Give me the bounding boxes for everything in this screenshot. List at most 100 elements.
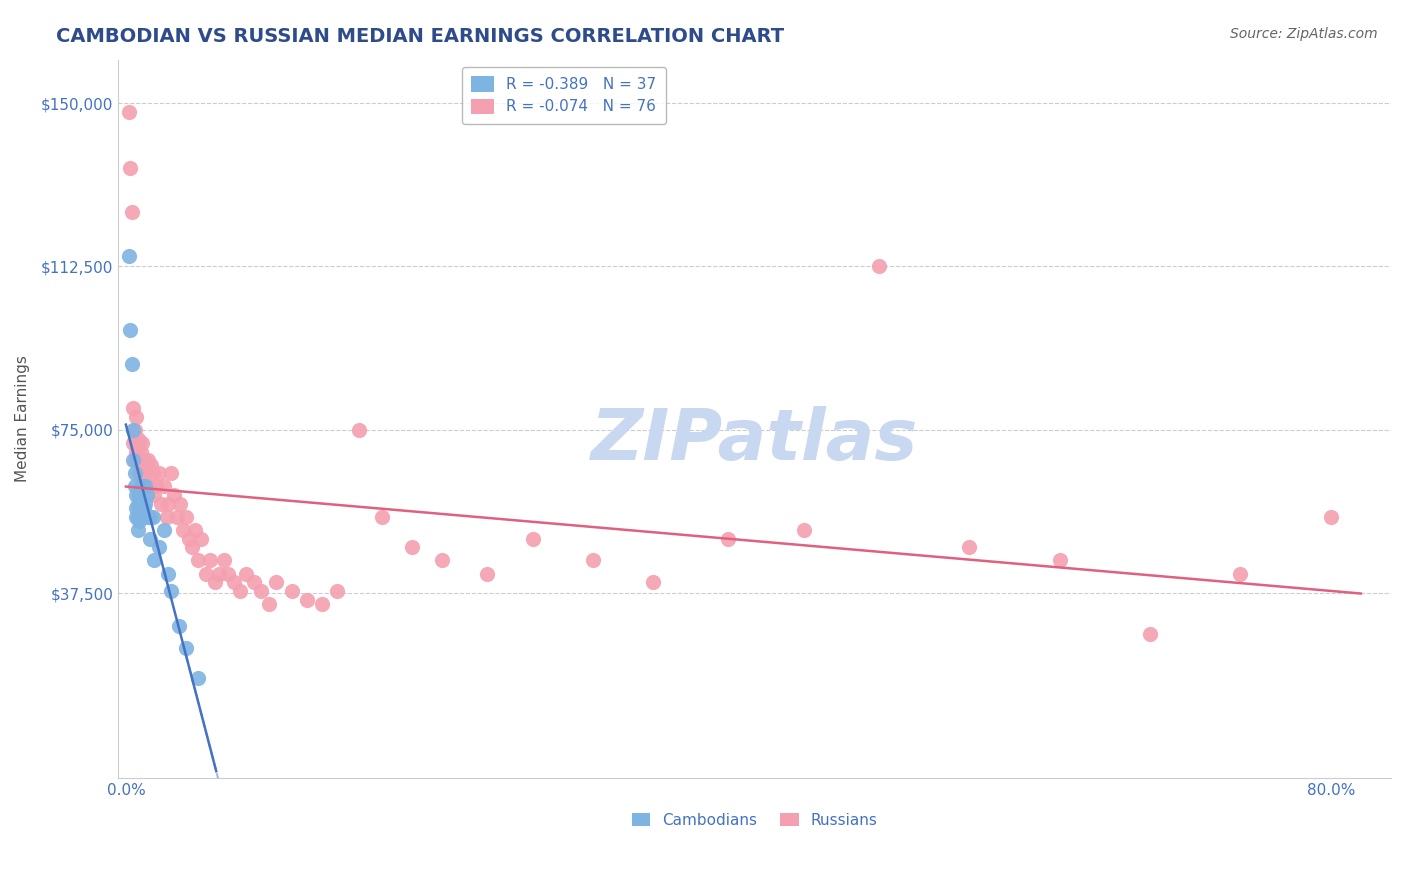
Point xyxy=(129,444,152,458)
Point xyxy=(163,488,186,502)
Y-axis label: Median Earnings: Median Earnings xyxy=(15,356,30,483)
Point xyxy=(124,479,146,493)
Text: Source: ZipAtlas.com: Source: ZipAtlas.com xyxy=(1230,27,1378,41)
Point xyxy=(204,575,226,590)
Point xyxy=(125,409,148,424)
Point xyxy=(125,501,148,516)
Point xyxy=(582,553,605,567)
Point xyxy=(143,553,166,567)
Point xyxy=(194,566,217,581)
Point xyxy=(641,575,664,590)
Point xyxy=(169,497,191,511)
Point xyxy=(224,575,246,590)
Point xyxy=(217,566,239,581)
Point xyxy=(717,532,740,546)
Point xyxy=(127,453,149,467)
Point xyxy=(120,161,142,176)
Point xyxy=(131,488,153,502)
Point xyxy=(160,467,183,481)
Point xyxy=(136,479,159,493)
Point xyxy=(128,467,150,481)
Point xyxy=(1049,553,1071,567)
Point xyxy=(136,488,159,502)
Point xyxy=(149,497,172,511)
Point xyxy=(120,323,142,337)
Point xyxy=(280,583,302,598)
Point xyxy=(128,488,150,502)
Point xyxy=(139,509,162,524)
Point xyxy=(129,458,152,472)
Point xyxy=(131,509,153,524)
Text: ZIPatlas: ZIPatlas xyxy=(591,406,918,475)
Point xyxy=(145,479,167,493)
Point xyxy=(184,523,207,537)
Point xyxy=(152,479,174,493)
Point xyxy=(139,479,162,493)
Point xyxy=(868,260,890,274)
Point xyxy=(142,467,165,481)
Point xyxy=(257,597,280,611)
Point xyxy=(172,523,194,537)
Point xyxy=(430,553,453,567)
Point xyxy=(122,453,145,467)
Point xyxy=(122,435,145,450)
Point xyxy=(174,640,197,655)
Point xyxy=(371,509,394,524)
Point xyxy=(401,541,423,555)
Point xyxy=(138,509,160,524)
Point xyxy=(200,553,222,567)
Point xyxy=(132,475,155,489)
Point xyxy=(243,575,266,590)
Point xyxy=(212,553,235,567)
Point xyxy=(132,479,155,493)
Point xyxy=(142,509,165,524)
Point xyxy=(522,532,544,546)
Point xyxy=(179,532,201,546)
Point xyxy=(132,501,155,516)
Point xyxy=(157,566,180,581)
Point xyxy=(129,479,152,493)
Point xyxy=(138,453,160,467)
Point xyxy=(118,249,141,263)
Point xyxy=(125,509,148,524)
Legend: Cambodians, Russians: Cambodians, Russians xyxy=(624,805,886,835)
Point xyxy=(166,509,188,524)
Point xyxy=(125,444,148,458)
Point xyxy=(325,583,347,598)
Point xyxy=(152,523,174,537)
Point xyxy=(160,583,183,598)
Point xyxy=(311,597,333,611)
Point xyxy=(187,671,209,685)
Point xyxy=(157,497,180,511)
Point xyxy=(235,566,257,581)
Point xyxy=(793,523,815,537)
Point xyxy=(128,514,150,528)
Point xyxy=(121,358,143,372)
Point xyxy=(1319,509,1341,524)
Point xyxy=(148,541,170,555)
Point xyxy=(128,501,150,516)
Point xyxy=(1139,627,1161,641)
Point xyxy=(129,497,152,511)
Point xyxy=(124,423,146,437)
Point xyxy=(229,583,252,598)
Point xyxy=(125,488,148,502)
Point xyxy=(477,566,499,581)
Point xyxy=(139,532,162,546)
Point xyxy=(124,467,146,481)
Point xyxy=(1229,566,1251,581)
Point xyxy=(132,453,155,467)
Point xyxy=(181,541,204,555)
Point xyxy=(167,619,190,633)
Point xyxy=(250,583,273,598)
Point xyxy=(127,497,149,511)
Point xyxy=(121,205,143,219)
Point xyxy=(295,592,318,607)
Point xyxy=(349,423,371,437)
Point xyxy=(187,553,209,567)
Point xyxy=(174,509,197,524)
Point xyxy=(141,458,163,472)
Point xyxy=(143,488,166,502)
Point xyxy=(131,467,153,481)
Point xyxy=(127,432,149,446)
